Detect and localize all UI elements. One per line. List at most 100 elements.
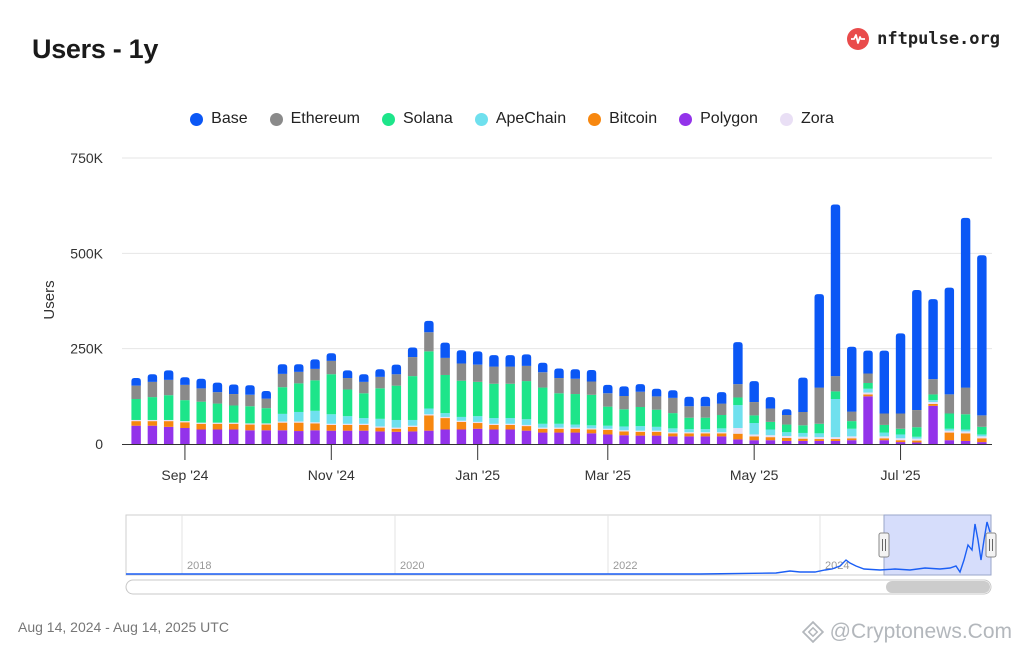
bar-segment-ethereum	[944, 394, 955, 414]
bar-segment-polygon	[163, 426, 174, 444]
bar-segment-polygon	[489, 429, 499, 444]
bar-segment-polygon	[814, 440, 824, 444]
bar-segment-bitcoin	[651, 431, 662, 436]
legend-item-polygon[interactable]: Polygon	[679, 110, 758, 128]
bar-segment-apechain	[700, 429, 711, 433]
bar-segment-zora	[814, 437, 824, 440]
x-tick-label: Jan '25	[455, 467, 500, 483]
bar-segment-base	[895, 333, 906, 414]
legend-label: Ethereum	[290, 110, 360, 127]
bar-segment-solana	[895, 428, 906, 435]
navigator-handle-left[interactable]	[878, 532, 890, 558]
bar-segment-ethereum	[749, 402, 759, 416]
bar-segment-base	[538, 362, 548, 373]
bar-segment-zora	[505, 423, 515, 425]
bar-segment-zora	[570, 427, 580, 429]
bar-segment-bitcoin	[928, 403, 938, 406]
legend-item-apechain[interactable]: ApeChain	[474, 110, 567, 128]
bar-segment-solana	[847, 421, 857, 429]
bar-segment-solana	[960, 414, 971, 430]
bar-segment-polygon	[196, 429, 206, 444]
bar-segment-zora	[375, 426, 385, 428]
bar-segment-ethereum	[733, 384, 743, 398]
bar-segment-bitcoin	[277, 422, 288, 431]
bar-segment-bitcoin	[505, 424, 515, 430]
legend-item-solana[interactable]: Solana	[381, 110, 453, 128]
bar-segment-bitcoin	[391, 428, 402, 432]
bar-segment-polygon	[928, 405, 938, 444]
bar-segment-bitcoin	[342, 424, 353, 431]
bar-segment-apechain	[863, 388, 873, 393]
bar-segment-apechain	[765, 429, 776, 436]
bar-segment-base	[359, 374, 369, 382]
bar-segment-apechain	[944, 428, 955, 431]
x-tick-label: Jul '25	[881, 467, 921, 483]
bar-segment-apechain	[326, 414, 337, 424]
bar-segment-solana	[212, 403, 223, 423]
y-tick-label: 0	[95, 436, 103, 452]
bar-segment-zora	[603, 428, 613, 430]
bar-segment-solana	[619, 409, 629, 427]
bar-segment-base	[765, 397, 776, 409]
legend-item-base[interactable]: Base	[190, 110, 248, 128]
bar-segment-base	[814, 294, 824, 388]
bar-segment-zora	[733, 427, 743, 434]
bar-segment-bitcoin	[196, 423, 206, 430]
bar-segment-polygon	[212, 429, 223, 444]
bar-segment-ethereum	[716, 403, 727, 416]
bar-segment-apechain	[733, 405, 743, 428]
legend-item-bitcoin[interactable]: Bitcoin	[588, 110, 657, 128]
bar-segment-zora	[700, 432, 711, 434]
bar-segment-zora	[847, 436, 857, 439]
bar-segment-bitcoin	[863, 394, 873, 397]
bar-segment-base	[928, 299, 938, 380]
bar-segment-base	[781, 409, 792, 416]
bar-segment-bitcoin	[229, 423, 239, 430]
legend-dot	[190, 112, 204, 126]
bar-segment-base	[440, 342, 450, 358]
navigator-scrollbar-thumb[interactable]	[886, 581, 990, 593]
bar-segment-zora	[294, 421, 304, 423]
bar-segment-base	[375, 369, 385, 377]
bar-segment-apechain	[277, 413, 288, 422]
bar-segment-solana	[863, 382, 873, 389]
chart-legend: Base Ethereum Solana ApeChain Bitcoin Po…	[0, 110, 1024, 128]
bar-segment-zora	[424, 414, 434, 416]
bar-segment-solana	[635, 407, 646, 427]
bar-segment-base	[830, 204, 841, 377]
navigator-scrollbar-track[interactable]	[125, 579, 992, 595]
bar-segment-base	[261, 390, 271, 399]
navigator-year-label: 2020	[400, 560, 424, 572]
bar-segment-base	[505, 355, 515, 367]
bar-segment-solana	[554, 393, 564, 424]
bar-segment-base	[879, 350, 889, 414]
bar-segment-base	[277, 364, 288, 374]
brand[interactable]: nftpulse.org	[847, 28, 1000, 50]
legend-item-ethereum[interactable]: Ethereum	[269, 110, 360, 128]
bar-segment-apechain	[375, 418, 385, 427]
bar-segment-solana	[570, 394, 580, 425]
legend-label: ApeChain	[495, 110, 567, 127]
bar-segment-base	[310, 359, 320, 369]
bar-segment-zora	[586, 428, 597, 430]
legend-item-zora[interactable]: Zora	[779, 110, 834, 128]
x-tick-label: May '25	[730, 467, 779, 483]
legend-dot	[679, 112, 693, 126]
navigator-handle-right[interactable]	[985, 532, 997, 558]
bar-segment-polygon	[651, 435, 662, 444]
date-range: Aug 14, 2024 - Aug 14, 2025 UTC	[18, 619, 229, 635]
bar-segment-zora	[960, 431, 971, 434]
y-tick-label: 500K	[70, 245, 103, 261]
bar-segment-solana	[440, 374, 450, 414]
bar-segment-ethereum	[391, 374, 402, 386]
bar-segment-polygon	[749, 440, 759, 444]
bar-segment-bitcoin	[977, 438, 987, 443]
bar-segment-bitcoin	[212, 423, 223, 430]
bar-segment-zora	[830, 437, 841, 440]
bar-segment-apechain	[310, 410, 320, 423]
bar-segment-solana	[131, 399, 141, 420]
bar-segment-ethereum	[505, 366, 515, 384]
bar-segment-apechain	[814, 433, 824, 438]
bar-segment-polygon	[830, 440, 841, 444]
bar-segment-zora	[651, 430, 662, 432]
